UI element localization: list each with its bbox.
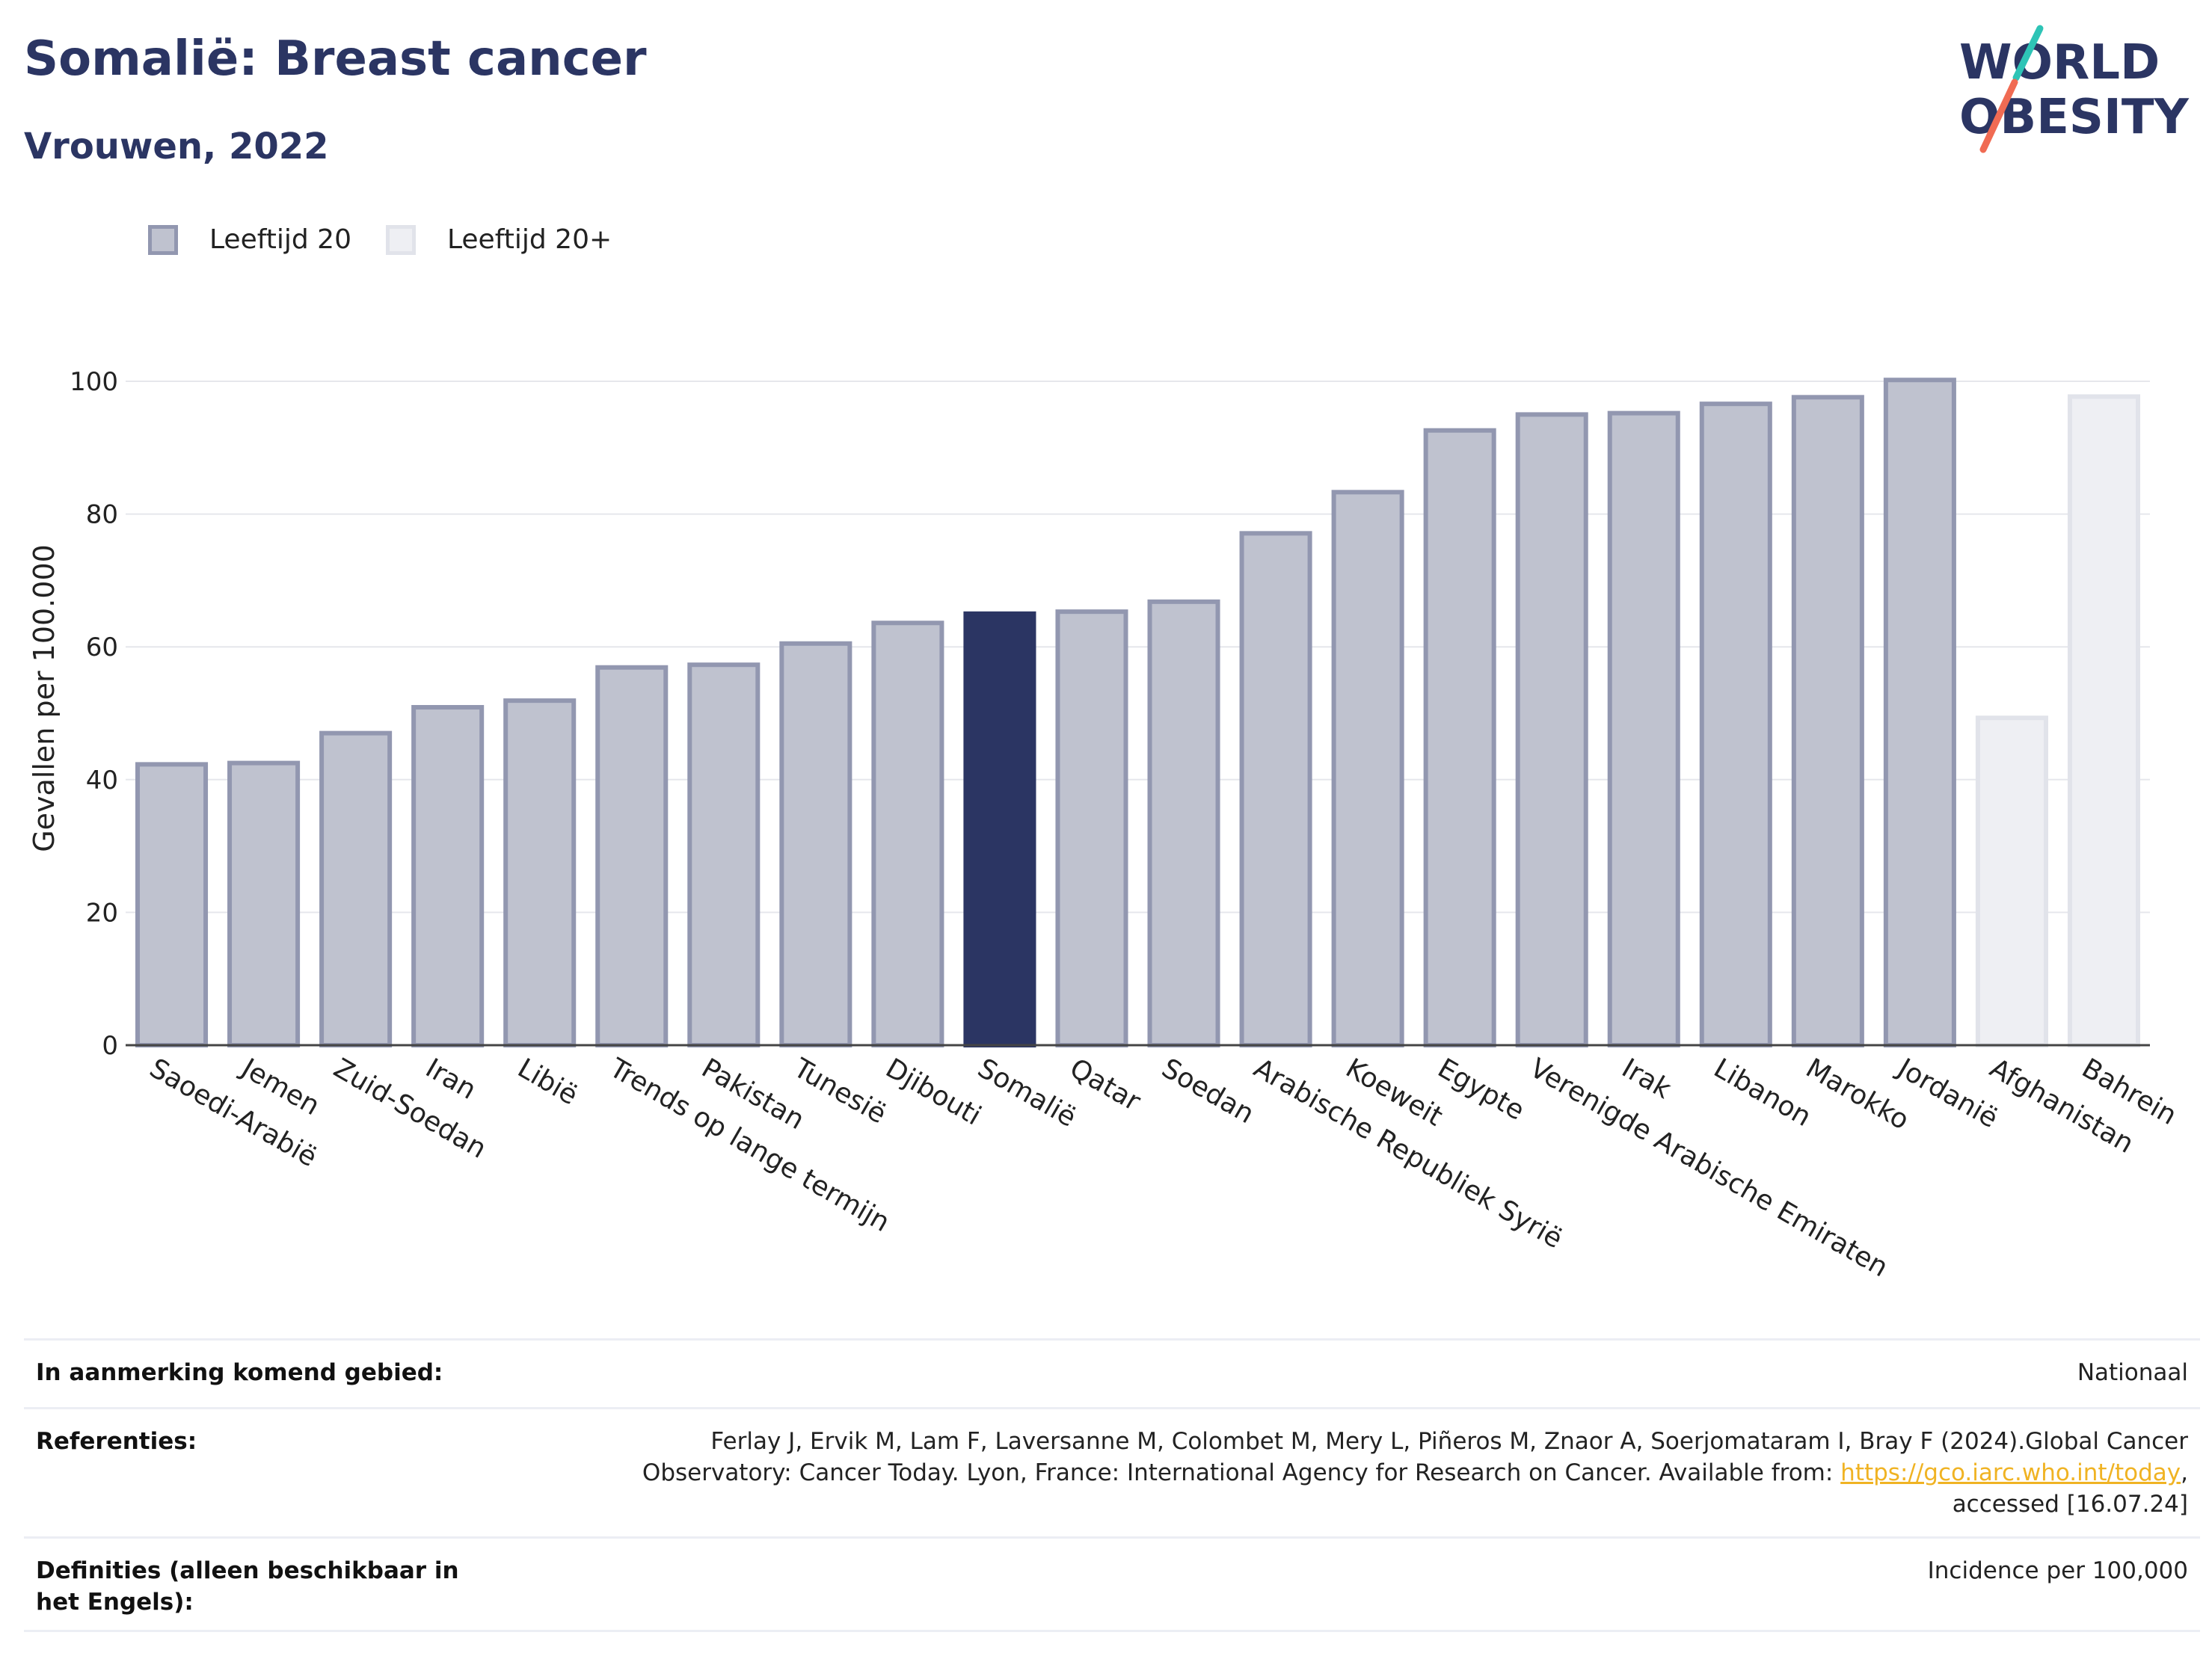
references-label: Referenties: [36,1428,197,1455]
bar[interactable] [319,730,393,1047]
bar[interactable] [1607,410,1680,1047]
world-obesity-logo: WORLD OBESITY [1959,25,2189,153]
references-text-4: accessed [16.07.24] [1952,1491,2188,1518]
bars [135,378,2141,1048]
bar[interactable] [963,611,1036,1047]
y-tick-label: 100 [70,367,118,397]
x-tick-label: Iran [420,1053,481,1106]
logo-teal-slash [2012,25,2044,81]
references-text-2: Observatory: Cancer Today. Lyon, France:… [642,1459,1841,1486]
bar[interactable] [1147,599,1220,1047]
bar[interactable] [595,665,669,1048]
bar[interactable] [1239,531,1312,1047]
logo-line1: WORLD [1959,35,2160,90]
x-tick-label: Libanon [1709,1053,1816,1133]
references-text-3: , [2181,1459,2188,1486]
x-tick-label: Zuid-Soedan [328,1053,491,1165]
y-tick-label: 0 [102,1031,118,1061]
references-value: Ferlay J, Ervik M, Lam F, Laversanne M, … [500,1426,2188,1520]
x-tick-label: Irak [1617,1053,1677,1105]
x-tick-label: Djibouti [880,1053,986,1131]
bar[interactable] [779,641,852,1047]
legend-swatch-age-20 [148,224,178,255]
x-tick-label: Libië [512,1053,583,1111]
chart-subtitle: Vrouwen, 2022 [24,126,329,167]
area-value: Nationaal [2077,1359,2188,1386]
legend-item-age-20[interactable]: Leeftijd 20 [148,224,351,255]
x-tick-label: Somalië [972,1053,1081,1133]
bar[interactable] [1975,715,2048,1047]
chart-title: Somalië: Breast cancer [24,31,647,87]
legend-item-age-20-plus[interactable]: Leeftijd 20+ [385,224,612,255]
x-tick-label: Egypte [1433,1053,1530,1127]
references-link[interactable]: https://gco.iarc.who.int/today [1840,1459,2181,1486]
legend: Leeftijd 20 Leeftijd 20+ [148,224,646,255]
legend-label-age-20-plus: Leeftijd 20+ [446,224,612,255]
y-tick-label: 40 [86,766,118,795]
bar[interactable] [2067,394,2141,1047]
x-tick-label: Marokko [1801,1053,1914,1136]
bar[interactable] [227,760,301,1047]
bar[interactable] [503,698,577,1047]
x-tick-label: Jordanië [1891,1052,2003,1134]
bar[interactable] [1515,412,1588,1047]
info-row-references: Referenties: Ferlay J, Ervik M, Lam F, L… [24,1409,2200,1539]
bar[interactable] [1331,490,1404,1047]
bar[interactable] [1791,395,1864,1047]
logo-coral-slash [1979,79,2018,153]
y-axis-title: Gevallen per 100.000 [28,544,61,852]
legend-swatch-age-20-plus [385,224,416,255]
legend-label-age-20: Leeftijd 20 [209,224,351,255]
bar[interactable] [1883,378,1956,1047]
area-label: In aanmerking komend gebied: [36,1359,443,1386]
y-tick-label: 80 [86,500,118,530]
bar[interactable] [1699,401,1772,1047]
info-table: In aanmerking komend gebied: Nationaal R… [24,1338,2200,1632]
y-tick-label: 20 [86,898,118,928]
bar[interactable] [871,621,944,1047]
info-row-area: In aanmerking komend gebied: Nationaal [24,1341,2200,1409]
bar[interactable] [135,762,209,1047]
bar[interactable] [411,705,485,1047]
bar[interactable] [1423,428,1496,1047]
x-tick-label: Soedan [1157,1053,1259,1130]
bar[interactable] [687,662,761,1048]
definitions-value: Incidence per 100,000 [1927,1557,2188,1584]
info-row-definitions: Definities (alleen beschikbaar in het En… [24,1539,2200,1632]
y-tick-labels: 0 20 40 60 80 100 [70,367,118,1061]
bar[interactable] [1055,609,1128,1047]
y-tick-label: 60 [86,632,118,662]
definitions-label: Definities (alleen beschikbaar in het En… [36,1557,459,1616]
references-text-1: Ferlay J, Ervik M, Lam F, Laversanne M, … [710,1428,2188,1455]
